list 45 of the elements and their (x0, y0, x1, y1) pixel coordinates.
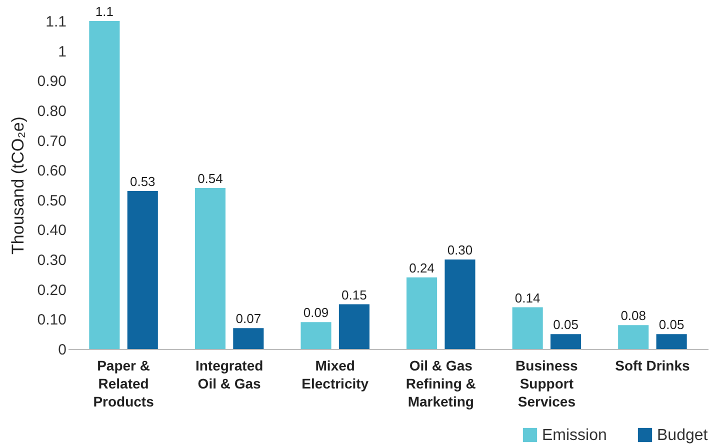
x-tick-label: Integrated Oil & Gas (195, 358, 264, 392)
data-label: 0.08 (620, 308, 646, 324)
y-tick-label: 1.1 (46, 14, 66, 30)
data-label: 0.05 (658, 317, 684, 332)
bar (444, 260, 476, 349)
y-tick-label: 0.10 (37, 312, 66, 329)
y-tick-label: 0.40 (37, 222, 66, 240)
bar (550, 334, 582, 349)
y-tick-label: 0 (58, 342, 66, 358)
data-label: 1.1 (95, 4, 114, 19)
bar (194, 188, 226, 349)
y-tick-label: 0.90 (37, 73, 66, 90)
x-tick-label: Business Support Services (516, 358, 578, 410)
x-tick-label: Paper & Related Products (93, 358, 154, 410)
legend-label: Budget (657, 427, 708, 444)
legend-label: Emission (542, 427, 607, 444)
data-label: 0.14 (514, 290, 540, 306)
bar (127, 190, 158, 349)
bar (300, 322, 332, 349)
y-tick-label: 0.50 (37, 192, 66, 210)
y-axis-title: Thousand (tCO₂e) (8, 116, 28, 254)
y-tick-label: 0.70 (37, 132, 66, 150)
x-tick-label: Oil & Gas Refining & Marketing (406, 358, 476, 410)
data-label: 0.54 (198, 170, 223, 186)
y-tick-label: 0.80 (37, 102, 66, 120)
x-tick-label: Mixed Electricity (302, 358, 369, 392)
data-label: 0.05 (553, 317, 578, 332)
bar (512, 307, 543, 349)
data-label: 0.30 (447, 242, 473, 258)
y-tick-label: 0.60 (37, 162, 66, 180)
bar (89, 21, 120, 349)
data-label: 0.24 (409, 260, 434, 276)
bar (338, 304, 370, 349)
bar (656, 334, 687, 349)
bar (618, 325, 649, 349)
bar (233, 328, 264, 349)
bar (406, 277, 438, 349)
y-tick-label: 0.30 (37, 252, 66, 270)
data-label: 0.07 (236, 311, 262, 326)
data-label: 0.53 (130, 174, 156, 189)
x-tick-label: Soft Drinks (615, 358, 690, 374)
data-label: 0.15 (342, 287, 367, 302)
y-tick-label: 1 (58, 43, 66, 60)
y-tick-label: 0.20 (37, 282, 66, 299)
data-label: 0.09 (303, 305, 329, 320)
